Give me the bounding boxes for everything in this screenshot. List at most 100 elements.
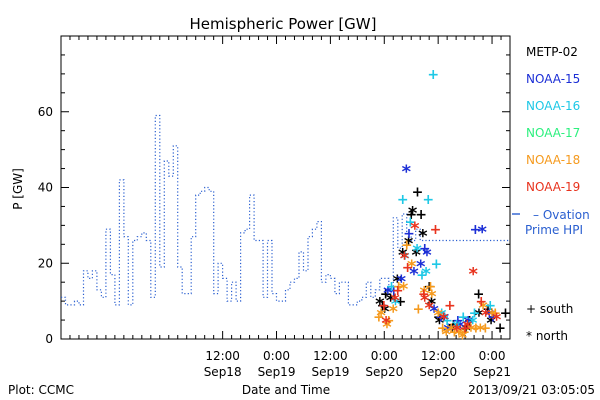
noaa-15-north-point: * <box>443 321 453 342</box>
footer-left: Plot: CCMC <box>8 383 74 397</box>
y-axis-label: P [GW] <box>11 168 25 210</box>
x-tick-time: 12:00 <box>313 349 348 363</box>
noaa-19-north-point: * <box>420 290 430 311</box>
metp-02-north-point: * <box>474 305 484 326</box>
noaa-15-south-point: + <box>388 283 400 299</box>
metp-02-south-point: + <box>494 321 506 337</box>
noaa-16-north-point: * <box>468 313 478 334</box>
metp-02-south-point: + <box>464 313 476 329</box>
metp-02-south-point: + <box>500 305 512 321</box>
noaa-16-south-point: + <box>430 256 442 272</box>
noaa-16-north-point: * <box>452 317 462 338</box>
noaa-18-south-point: + <box>383 313 395 329</box>
noaa-18-north-point: * <box>458 328 468 349</box>
noaa-16-north-point: * <box>421 264 431 285</box>
legend-item-noaa-18: NOAA-18 <box>526 153 580 167</box>
noaa-19-north-point: * <box>492 309 502 330</box>
noaa-15-north-point: * <box>397 271 407 292</box>
noaa-16-south-point: + <box>457 309 469 325</box>
ovation-legend-line1: – Ovation <box>533 208 590 222</box>
noaa-15-north-point: * <box>429 302 439 323</box>
metp-02-north-point: * <box>404 234 414 255</box>
y-tick-label: 0 <box>45 332 53 346</box>
metp-02-south-point: + <box>405 207 417 223</box>
noaa-18-north-point: * <box>427 287 437 308</box>
ovation-series-line <box>61 114 510 306</box>
noaa-18-north-point: * <box>389 302 399 323</box>
noaa-18-north-point: * <box>446 321 456 342</box>
x-tick-time: 12:00 <box>421 349 456 363</box>
legend-item-noaa-15: NOAA-15 <box>526 72 580 86</box>
noaa-15-south-point: + <box>452 313 464 329</box>
noaa-18-south-point: + <box>458 324 470 340</box>
noaa-18-south-point: + <box>448 324 460 340</box>
noaa-18-north-point: * <box>454 324 464 345</box>
metp-02-north-point: * <box>393 271 403 292</box>
legend: METP-02 NOAA-15 NOAA-16 NOAA-17 NOAA-18 NOAA-… <box>512 45 590 343</box>
noaa-15-north-point: * <box>402 162 412 183</box>
noaa-15-south-point: + <box>403 226 415 242</box>
noaa-18-north-point: * <box>376 305 386 326</box>
noaa-19-north-point: * <box>381 313 391 334</box>
y-tick-label: 60 <box>38 105 53 119</box>
metp-02-south-point: + <box>482 302 494 318</box>
noaa-15-south-point: + <box>470 222 482 238</box>
metp-02-south-point: + <box>377 298 389 314</box>
noaa-15-north-point: * <box>409 264 419 285</box>
noaa-15-north-point: * <box>416 256 426 277</box>
noaa-15-north-point: * <box>455 317 465 338</box>
noaa-18-north-point: * <box>466 321 476 342</box>
metp-02-north-point: * <box>375 294 385 315</box>
noaa-16-south-point: + <box>469 305 481 321</box>
noaa-18-north-point: * <box>420 283 430 304</box>
noaa-18-south-point: + <box>479 321 491 337</box>
metp-02-north-point: * <box>447 321 457 342</box>
metp-02-south-point: + <box>395 294 407 310</box>
metp-02-north-point: * <box>435 313 445 334</box>
noaa-19-north-point: * <box>439 309 449 330</box>
noaa-16-south-point: + <box>386 279 398 295</box>
y-tick-label: 20 <box>38 256 53 270</box>
plot-area: 0 20 40 60 12:00 Sep18 0:00 Sep19 12:00 Sep19 0:00… <box>38 35 512 379</box>
noaa-19-north-point: * <box>481 305 491 326</box>
chart-title: Hemispheric Power [GW] <box>190 15 377 33</box>
noaa-19-south-point: + <box>378 298 390 314</box>
legend-item-noaa-16: NOAA-16 <box>526 99 580 113</box>
noaa-16-north-point: * <box>412 241 422 262</box>
metp-02-south-point: + <box>380 287 392 303</box>
noaa-18-south-point: + <box>437 321 449 337</box>
noaa-15-south-point: + <box>487 309 499 325</box>
x-tick-date: Sep19 <box>258 365 296 379</box>
noaa-16-south-point: + <box>422 192 434 208</box>
metp-02-north-point: * <box>427 294 437 315</box>
noaa-19-south-point: + <box>418 287 430 303</box>
noaa-16-south-point: + <box>427 67 439 83</box>
metp-02-south-point: + <box>433 309 445 325</box>
noaa-19-north-point: * <box>468 264 478 285</box>
x-tick-time: 0:00 <box>371 349 398 363</box>
noaa-16-south-point: + <box>397 192 409 208</box>
noaa-18-south-point: + <box>393 279 405 295</box>
noaa-18-south-point: + <box>401 237 413 253</box>
legend-item-noaa-19: NOAA-19 <box>526 180 580 194</box>
noaa-15-north-point: * <box>485 305 495 326</box>
marker-legend-north: * north <box>526 329 568 343</box>
metp-02-north-point: * <box>398 245 408 266</box>
noaa-16-north-point: * <box>400 249 410 270</box>
noaa-16-south-point: + <box>484 298 496 314</box>
noaa-18-north-point: * <box>442 324 452 345</box>
noaa-19-south-point: + <box>430 222 442 238</box>
noaa-18-south-point: + <box>413 302 425 318</box>
noaa-18-north-point: * <box>476 321 486 342</box>
legend-item-noaa-17: NOAA-17 <box>526 126 580 140</box>
noaa-19-south-point: + <box>444 298 456 314</box>
noaa-19-south-point: + <box>392 283 404 299</box>
noaa-15-north-point: * <box>422 245 432 266</box>
noaa-18-north-point: * <box>433 305 443 326</box>
noaa-15-south-point: + <box>419 241 431 257</box>
noaa-19-north-point: * <box>424 298 434 319</box>
noaa-19-north-point: * <box>410 218 420 239</box>
noaa-18-north-point: * <box>478 298 488 319</box>
metp-02-south-point: + <box>412 184 424 200</box>
